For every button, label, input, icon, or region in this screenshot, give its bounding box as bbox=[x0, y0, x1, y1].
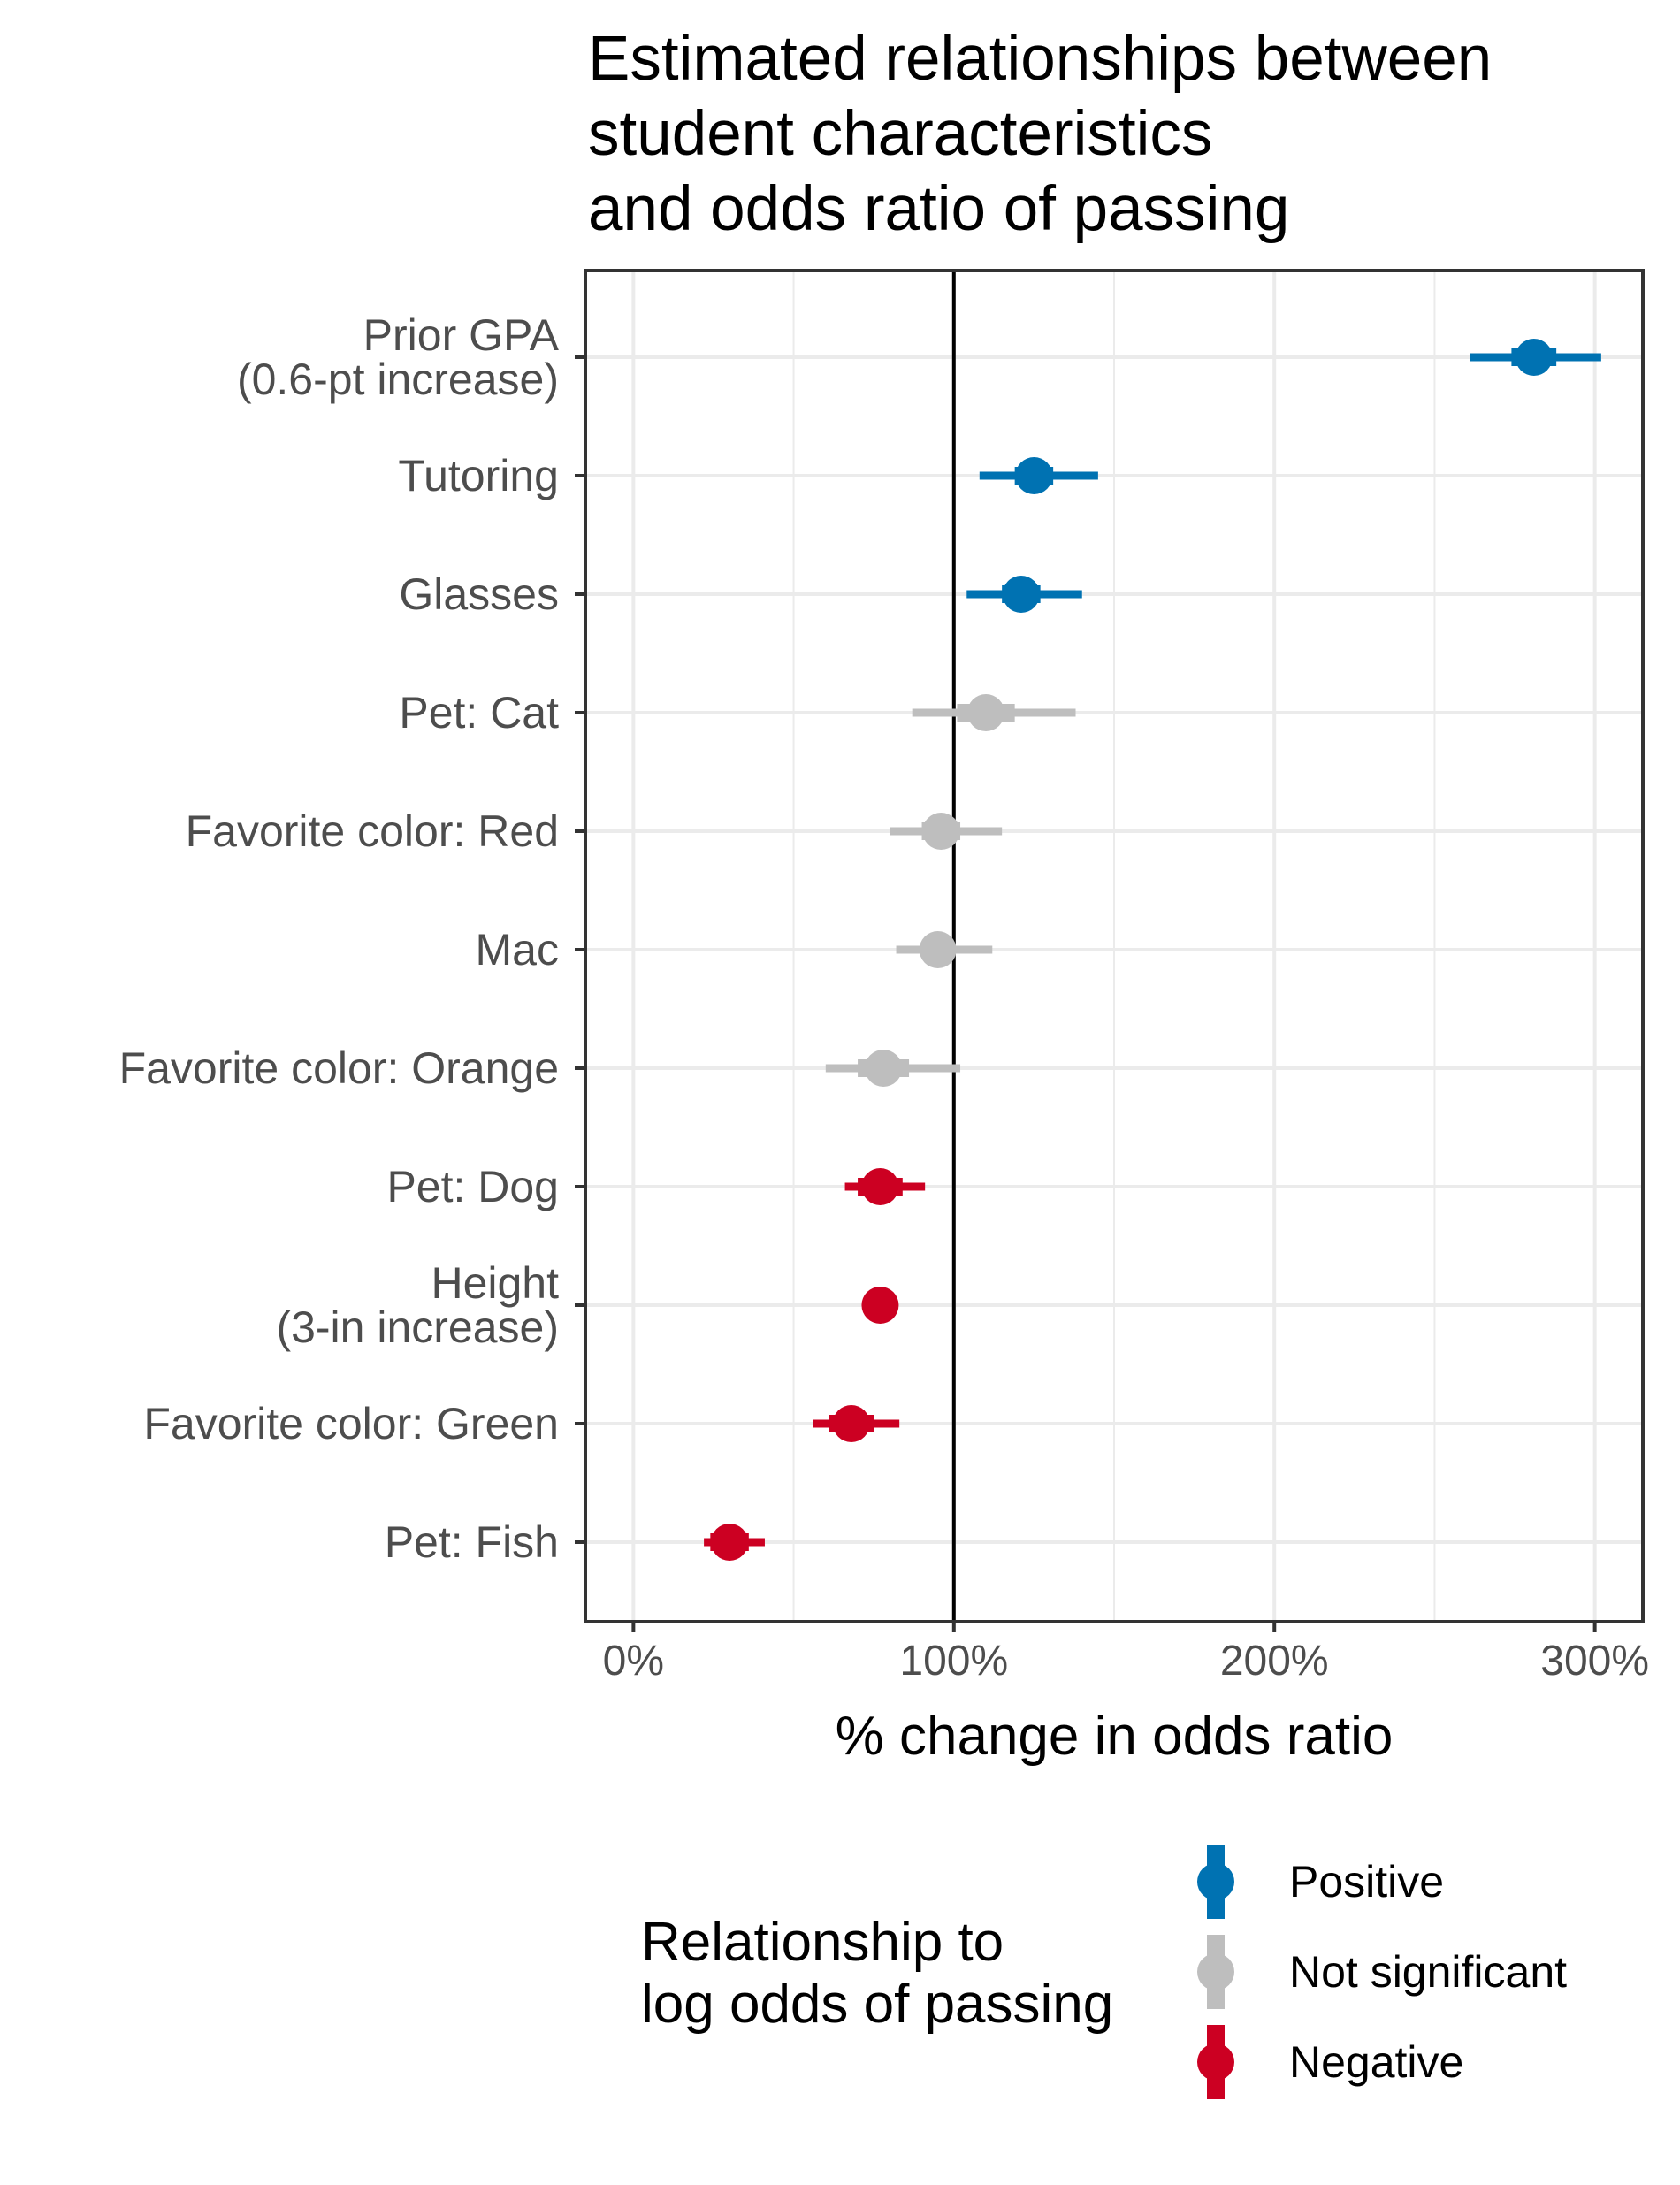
legend-label: Negative bbox=[1289, 2037, 1463, 2087]
legend-key-point bbox=[1197, 1863, 1234, 1900]
y-tick-label: Prior GPA bbox=[363, 310, 560, 360]
point-estimate bbox=[922, 813, 960, 850]
y-tick-label: Tutoring bbox=[398, 451, 559, 500]
x-tick-label: 200% bbox=[1220, 1638, 1329, 1685]
y-tick-label: (0.6-pt increase) bbox=[237, 355, 559, 404]
point-range-row bbox=[896, 931, 993, 968]
point-estimate bbox=[861, 1287, 899, 1324]
chart-title-line: student characteristics bbox=[588, 99, 1212, 169]
point-range-row bbox=[704, 1524, 765, 1561]
y-tick-label: Favorite color: Orange bbox=[119, 1043, 559, 1093]
point-estimate bbox=[1515, 339, 1553, 376]
legend-entry: Not significant bbox=[1197, 1935, 1567, 2009]
legend-key-point bbox=[1197, 2044, 1234, 2081]
y-tick-label: Glasses bbox=[399, 569, 559, 619]
legend-label: Not significant bbox=[1289, 1947, 1567, 1997]
point-range-row bbox=[844, 1168, 926, 1205]
point-estimate bbox=[711, 1524, 749, 1561]
legend-label: Positive bbox=[1289, 1857, 1444, 1906]
legend-key-point bbox=[1197, 1953, 1234, 1990]
y-tick-label: (3-in increase) bbox=[276, 1303, 559, 1352]
y-tick-label: Favorite color: Green bbox=[143, 1399, 559, 1448]
point-estimate bbox=[1015, 457, 1053, 494]
point-range-row bbox=[825, 1050, 961, 1087]
y-tick-label: Mac bbox=[476, 925, 559, 974]
x-axis-label: % change in odds ratio bbox=[836, 1706, 1394, 1767]
point-estimate bbox=[865, 1050, 903, 1087]
point-range-row bbox=[966, 576, 1082, 613]
chart-title-line: and odds ratio of passing bbox=[588, 174, 1289, 244]
y-tick-label: Height bbox=[431, 1258, 559, 1308]
y-tick-label: Pet: Cat bbox=[399, 688, 559, 737]
point-estimate bbox=[861, 1168, 899, 1205]
plot-panel-border bbox=[584, 269, 1645, 1623]
legend-title: Relationship to bbox=[641, 1912, 1004, 1973]
y-tick-label: Favorite color: Red bbox=[186, 806, 559, 856]
point-range-row bbox=[813, 1405, 900, 1442]
point-range-row bbox=[979, 457, 1098, 494]
legend-entry: Positive bbox=[1197, 1845, 1444, 1919]
legend-title: log odds of passing bbox=[641, 1974, 1113, 2035]
point-range-row bbox=[912, 694, 1076, 731]
x-axis: 0% 100% 200% 300% bbox=[603, 1622, 1649, 1685]
x-tick-label: 300% bbox=[1540, 1638, 1649, 1685]
point-estimate bbox=[832, 1405, 870, 1442]
point-range-row bbox=[1470, 339, 1601, 376]
point-range-row bbox=[861, 1287, 899, 1324]
chart-title-line: Estimated relationships between bbox=[588, 24, 1492, 94]
y-tick-label: Pet: Fish bbox=[385, 1517, 559, 1567]
data-marks bbox=[704, 339, 1601, 1561]
legend-entry: Negative bbox=[1197, 2025, 1463, 2099]
x-tick-label: 0% bbox=[603, 1638, 664, 1685]
y-axis: Prior GPA(0.6-pt increase) Tutoring Glasse… bbox=[119, 310, 585, 1567]
point-estimate bbox=[967, 694, 1005, 731]
x-tick-label: 100% bbox=[899, 1638, 1008, 1685]
point-range-row bbox=[890, 813, 1003, 850]
point-estimate bbox=[919, 931, 957, 968]
point-estimate bbox=[1002, 576, 1040, 613]
grid-lines bbox=[585, 271, 1643, 1622]
y-tick-label: Pet: Dog bbox=[386, 1162, 559, 1211]
